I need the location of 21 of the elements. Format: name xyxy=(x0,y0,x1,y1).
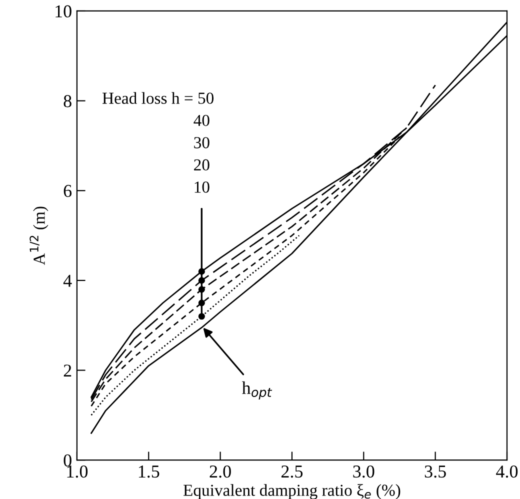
x-tick-label: 2.0 xyxy=(210,465,231,478)
x-tick-label: 1.5 xyxy=(138,466,160,478)
y-axis-title: A$^{1/2}$ (m) xyxy=(30,206,48,266)
y-tick-label: 2 xyxy=(64,364,72,377)
x-tick-label: 3.5 xyxy=(424,466,446,478)
y-tick-label: 10 xyxy=(56,5,72,18)
y-tick-label: 8 xyxy=(64,95,72,108)
y-tick-label: 4 xyxy=(63,274,72,287)
x-axis-title: Equivalent damping ratio ξ$_{e}$ (%) xyxy=(183,484,400,499)
y-tick-label: 6 xyxy=(64,184,72,198)
x-tick-label: 4.0 xyxy=(496,465,518,478)
annotation: 20 xyxy=(194,159,210,171)
x-tick-label: 2.5 xyxy=(281,466,303,478)
x-tick-label: 1.0 xyxy=(67,465,88,478)
annotation: 10 xyxy=(194,182,210,193)
annotation: 30 xyxy=(194,137,210,148)
y-tick-label: 0 xyxy=(64,454,72,467)
x-tick-label: 3.0 xyxy=(353,465,374,478)
annotation: 40 xyxy=(194,114,210,126)
annotation: Head loss h = 50 xyxy=(102,92,214,104)
annotation: h$_{opt}$ xyxy=(242,381,272,400)
